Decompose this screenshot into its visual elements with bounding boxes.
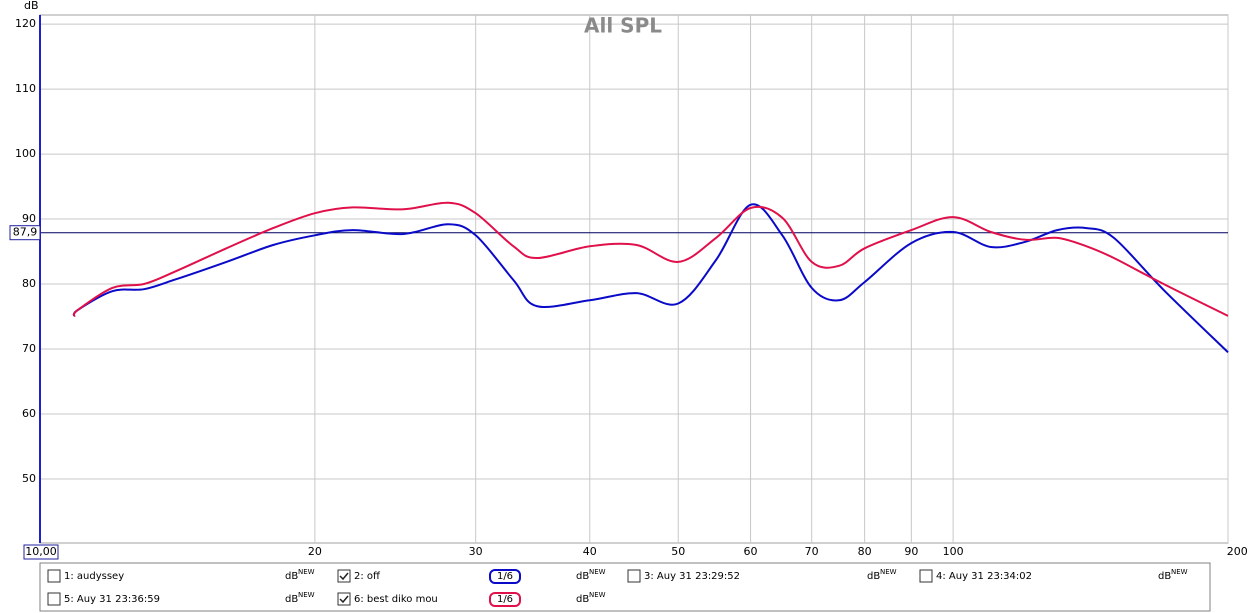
checkbox[interactable] xyxy=(47,569,61,583)
y-tick-label: 60 xyxy=(22,407,36,420)
unit-tag: NEW xyxy=(589,568,606,576)
legend-entry: 1: audyssey xyxy=(64,571,124,582)
y-axis-label: dB xyxy=(24,0,39,12)
x-tick-label: 80 xyxy=(858,545,872,558)
unit-tag: NEW xyxy=(589,591,606,599)
checkmark xyxy=(339,572,349,581)
checkbox[interactable] xyxy=(627,569,641,583)
smoothing-box[interactable] xyxy=(489,569,521,584)
x-tick-label: 70 xyxy=(805,545,819,558)
chart-title: All SPL xyxy=(584,14,662,38)
legend-panel xyxy=(39,562,1211,612)
legend-entry: 6: best diko mou xyxy=(354,594,438,605)
y-tick-label: 50 xyxy=(22,472,36,485)
series-line xyxy=(72,203,1229,354)
cursor-label: 87,9 xyxy=(13,226,38,239)
legend-entry: 4: Auy 31 23:34:02 xyxy=(936,571,1032,582)
x-tick-label: 40 xyxy=(583,545,597,558)
checkbox[interactable] xyxy=(47,592,61,606)
smoothing-label: 1/6 xyxy=(497,571,513,582)
unit-label: dB xyxy=(867,571,880,582)
smoothing-label: 1/6 xyxy=(497,594,513,605)
unit-label: dB xyxy=(576,594,589,605)
unit-label: dB xyxy=(285,594,298,605)
y-tick-label: 90 xyxy=(22,212,36,225)
x-tick-label: 10,00 xyxy=(25,545,57,558)
x-start-box xyxy=(23,544,59,560)
x-tick-label: 100 xyxy=(943,545,964,558)
cursor-box xyxy=(9,225,41,241)
legend-entry: 3: Auy 31 23:29:52 xyxy=(644,571,740,582)
legend-entry: 5: Auy 31 23:36:59 xyxy=(64,594,160,605)
x-tick-label: 90 xyxy=(904,545,918,558)
checkbox[interactable] xyxy=(919,569,933,583)
unit-tag: NEW xyxy=(1171,568,1188,576)
unit-tag: NEW xyxy=(298,591,315,599)
x-tick-label: 30 xyxy=(469,545,483,558)
x-tick-label: 50 xyxy=(671,545,685,558)
y-tick-label: 110 xyxy=(15,82,36,95)
y-tick-label: 120 xyxy=(15,17,36,30)
checkmark xyxy=(339,595,349,604)
plot-area xyxy=(39,14,1229,544)
x-tick-label: 60 xyxy=(744,545,758,558)
checkbox[interactable] xyxy=(337,592,351,606)
checkbox[interactable] xyxy=(337,569,351,583)
smoothing-box[interactable] xyxy=(489,592,521,607)
y-tick-label: 70 xyxy=(22,342,36,355)
unit-label: dB xyxy=(285,571,298,582)
unit-label: dB xyxy=(576,571,589,582)
x-tick-label: 20 xyxy=(308,545,322,558)
series-line xyxy=(72,201,1229,317)
y-tick-label: 100 xyxy=(15,147,36,160)
legend-entry: 2: off xyxy=(354,571,381,582)
x-tick-label: 200 Hz xyxy=(1227,545,1248,558)
unit-tag: NEW xyxy=(880,568,897,576)
unit-label: dB xyxy=(1158,571,1171,582)
unit-tag: NEW xyxy=(298,568,315,576)
y-tick-label: 80 xyxy=(22,277,36,290)
